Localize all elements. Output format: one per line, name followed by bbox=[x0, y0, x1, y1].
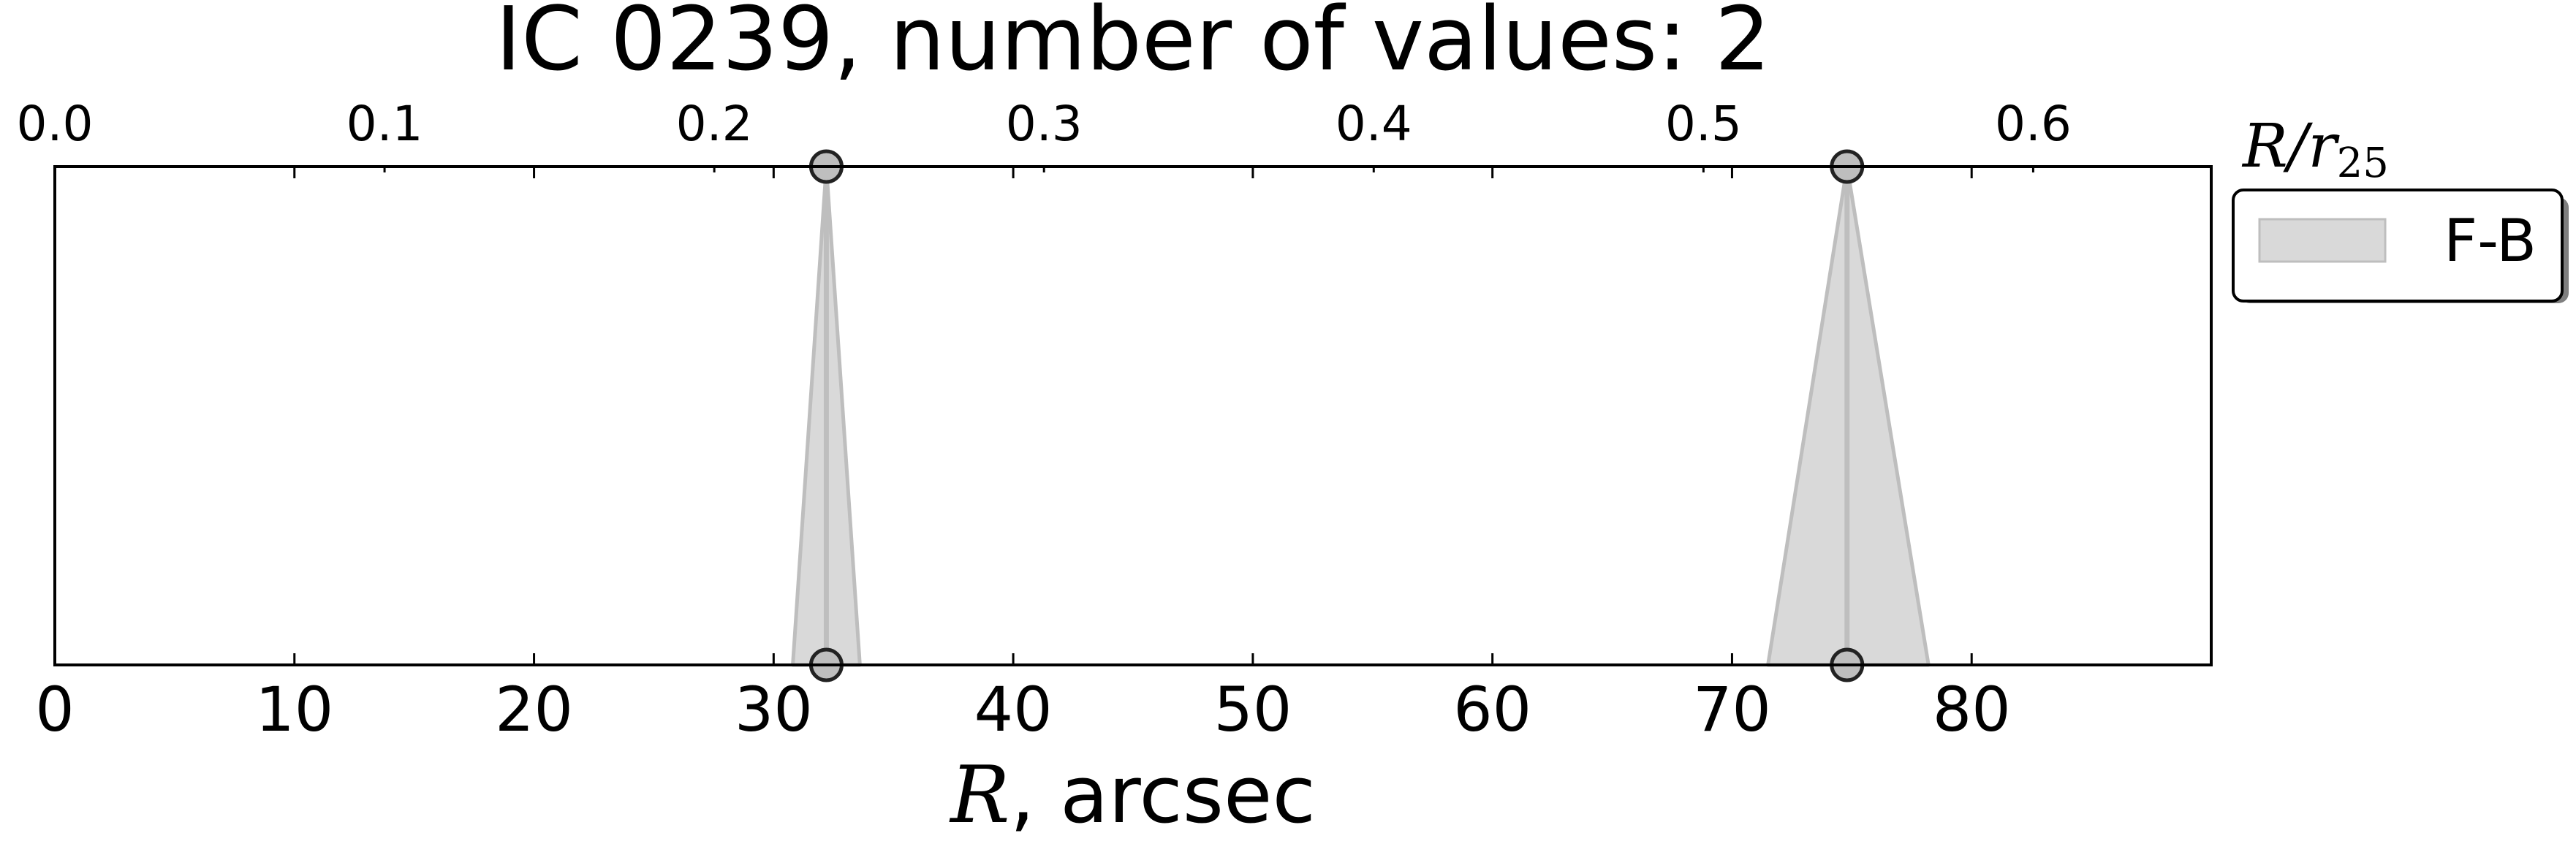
x-tick-label: 60 bbox=[1453, 674, 1531, 745]
top-tick-label: 0.1 bbox=[346, 96, 423, 152]
x-axis-label: R, arcsec bbox=[949, 750, 1316, 841]
top-axis-label: R/r25 bbox=[2241, 112, 2389, 187]
top-tick-label: 0.2 bbox=[676, 96, 753, 152]
x-tick-label: 30 bbox=[735, 674, 813, 745]
legend-box bbox=[2232, 189, 2564, 303]
legend-swatch bbox=[2258, 218, 2387, 263]
bottom-axis: 0 10 20 30 40 50 60 70 80 bbox=[35, 167, 2011, 745]
plot-frame bbox=[53, 165, 2213, 666]
x-tick-label: 20 bbox=[495, 674, 573, 745]
x-tick-label: 80 bbox=[1933, 674, 2011, 745]
x-tick-label: 0 bbox=[35, 674, 74, 745]
top-tick-label: 0.4 bbox=[1336, 96, 1412, 152]
top-axis: 0.0 0.1 0.2 0.3 0.4 0.5 0.6 bbox=[17, 96, 2072, 172]
chart-title: IC 0239, number of values: 2 bbox=[496, 0, 1771, 91]
data-marks bbox=[791, 149, 1931, 682]
top-tick-label: 0.6 bbox=[1995, 96, 2072, 152]
top-axis-label-subscript: 25 bbox=[2337, 140, 2389, 187]
top-axis-label-main: R/r bbox=[2241, 112, 2340, 181]
x-tick-label: 40 bbox=[974, 674, 1053, 745]
legend[interactable]: F-B bbox=[2232, 189, 2569, 303]
legend-label: F-B bbox=[2444, 207, 2537, 275]
top-tick-label: 0.3 bbox=[1006, 96, 1083, 152]
top-tick-label: 0.0 bbox=[17, 96, 94, 152]
x-axis-label-variable: R bbox=[949, 750, 1009, 841]
x-tick-label: 10 bbox=[255, 674, 333, 745]
x-tick-label: 70 bbox=[1693, 674, 1771, 745]
top-tick-label: 0.5 bbox=[1665, 96, 1742, 152]
x-tick-label: 50 bbox=[1213, 674, 1292, 745]
x-axis-label-unit: , arcsec bbox=[1009, 750, 1315, 841]
